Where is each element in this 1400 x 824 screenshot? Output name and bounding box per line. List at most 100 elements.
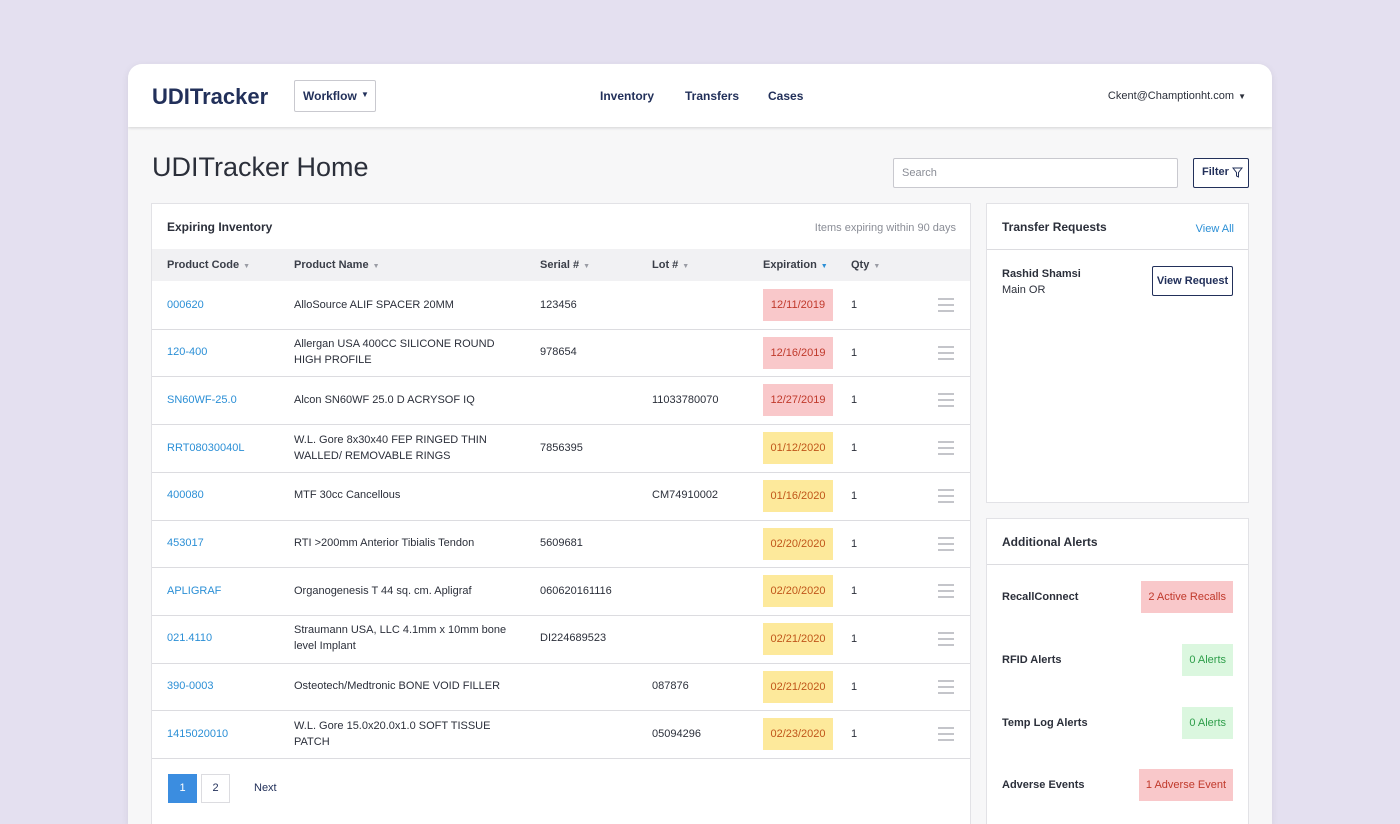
table-cell: 1 [851,346,858,359]
row-menu[interactable] [938,679,954,694]
view-request-button[interactable]: View Request [1152,266,1233,296]
row-menu[interactable] [938,298,954,312]
table-cell: CM74910002 [652,489,719,502]
page-button[interactable]: 2 [201,774,230,803]
column-header[interactable]: Expiration ▼ [763,259,828,271]
column-header[interactable]: Product Code ▼ [167,259,251,271]
search-placeholder: Search [902,167,937,179]
view-all-link[interactable]: View All [1195,223,1234,235]
product-code-link[interactable]: RRT08030040L [167,441,245,454]
alert-badge[interactable]: 0 Alerts [1182,706,1233,739]
menu-line [938,393,954,396]
row-menu[interactable] [938,631,954,646]
menu-line [938,548,954,551]
table-cell: 11033780070 [652,393,719,406]
row-divider [152,710,970,712]
row-menu[interactable] [938,345,954,360]
user-menu[interactable]: Ckent@Champtionht.com [1107,90,1234,102]
product-code-link[interactable]: 1415020010 [167,727,229,740]
alerts-panel: Additional Alerts RecallConnect 2 Active R… [986,518,1249,824]
search-input[interactable]: Search [893,158,1178,188]
filter-button[interactable]: Filter [1193,158,1249,188]
menu-line [938,584,954,587]
expiration-badge: 02/21/2020 [763,622,833,655]
table-cell: Allergan USA 400CC SILICONE ROUND HIGH P… [294,338,495,367]
column-header[interactable]: Lot # ▼ [652,259,690,271]
table-cell: 5609681 [540,537,583,549]
expiration-badge: 01/12/2020 [763,432,833,465]
panel-title: Expiring Inventory [167,220,273,234]
caret: ▼ [361,90,369,99]
menu-line [938,590,954,593]
table-cell: Osteotech/Medtronic BONE VOID FILLER [294,680,501,693]
row-menu[interactable] [938,393,954,408]
nav-link[interactable]: Inventory [600,89,655,103]
table-cell: Alcon SN60WF 25.0 D ACRYSOF IQ [294,393,475,406]
menu-line [938,631,954,634]
table-cell: DI224689523 [540,632,607,645]
menu-line [938,691,954,694]
table-row: 390-0003 Osteotech/Medtronic BONE VOID FI… [152,663,970,710]
column-header[interactable]: Product Name ▼ [294,259,380,271]
workflow-label: Workflow [303,89,357,103]
table-cell: 1 [851,489,858,502]
row-menu[interactable] [938,488,954,503]
table-header [152,249,970,281]
product-code-link[interactable]: 390-0003 [167,680,214,693]
menu-line [938,351,954,354]
row-menu[interactable] [938,727,954,742]
product-code-link[interactable]: 120-400 [167,346,208,359]
alert-badge[interactable]: 0 Alerts [1182,643,1233,676]
table-cell: Organogenesis T 44 sq. cm. Apligraf [294,584,472,597]
menu-line [938,399,954,402]
menu-line [938,500,954,503]
menu-line [938,488,954,491]
sort-arrow: ▼ [873,263,881,270]
product-code-link[interactable]: 021.4110 [167,632,213,645]
next-link[interactable]: Next [254,782,277,794]
row-divider [152,519,970,521]
menu-line [938,733,954,736]
row-menu[interactable] [938,584,954,599]
workflow-dropdown[interactable]: Workflow ▼ [294,80,376,112]
menu-line [938,447,954,450]
page-button[interactable]: 1 [168,774,197,803]
menu-line [938,739,954,742]
menu-line [938,536,954,539]
product-code-link[interactable]: SN60WF-25.0 [167,393,237,406]
product-code-link[interactable]: 000620 [167,298,204,311]
alert-label: Temp Log Alerts [1002,716,1088,729]
app-window: UDITracker Workflow ▼ Inventory Transfers… [128,64,1272,824]
table-cell: 1 [851,728,858,741]
product-code-link[interactable]: APLIGRAF [167,584,222,597]
alert-badge[interactable]: 1 Adverse Event [1138,769,1233,802]
row-divider [152,567,970,569]
table-cell: 060620161116 [540,584,612,597]
nav-link[interactable]: Transfers [685,89,740,103]
row-divider [152,662,970,664]
row-divider [152,376,970,378]
sort-arrow: ▼ [682,263,690,270]
product-code-link[interactable]: 453017 [167,537,204,549]
table-cell: 1 [851,585,858,598]
column-header[interactable]: Qty ▼ [851,259,881,271]
alert-badge[interactable]: 2 Active Recalls [1141,581,1233,613]
table-row: SN60WF-25.0 Alcon SN60WF 25.0 D ACRYSOF I… [152,376,970,423]
expiration-badge: 02/23/2020 [763,718,833,751]
menu-line [938,494,954,497]
product-code-link[interactable]: 400080 [167,489,204,502]
expiration-badge: 12/11/2019 [763,289,833,321]
row-menu[interactable] [938,441,954,456]
menu-line [938,405,954,408]
expiration-badge: 02/20/2020 [763,527,833,560]
table-row: 120-400 Allergan USA 400CC SILICONE ROUND… [152,329,970,376]
table-cell: 7856395 [540,441,583,454]
nav-link[interactable]: Cases [768,89,804,103]
row-divider [152,614,970,616]
table-row: 021.4110 Straumann USA, LLC 4.1mm x 10mm … [152,615,970,662]
row-menu[interactable] [938,536,954,551]
table-cell: Straumann USA, LLC 4.1mm x 10mm bone lev… [294,624,507,653]
row-divider [152,328,970,330]
column-header[interactable]: Serial # ▼ [540,259,591,271]
caret: ▼ [1238,92,1246,101]
